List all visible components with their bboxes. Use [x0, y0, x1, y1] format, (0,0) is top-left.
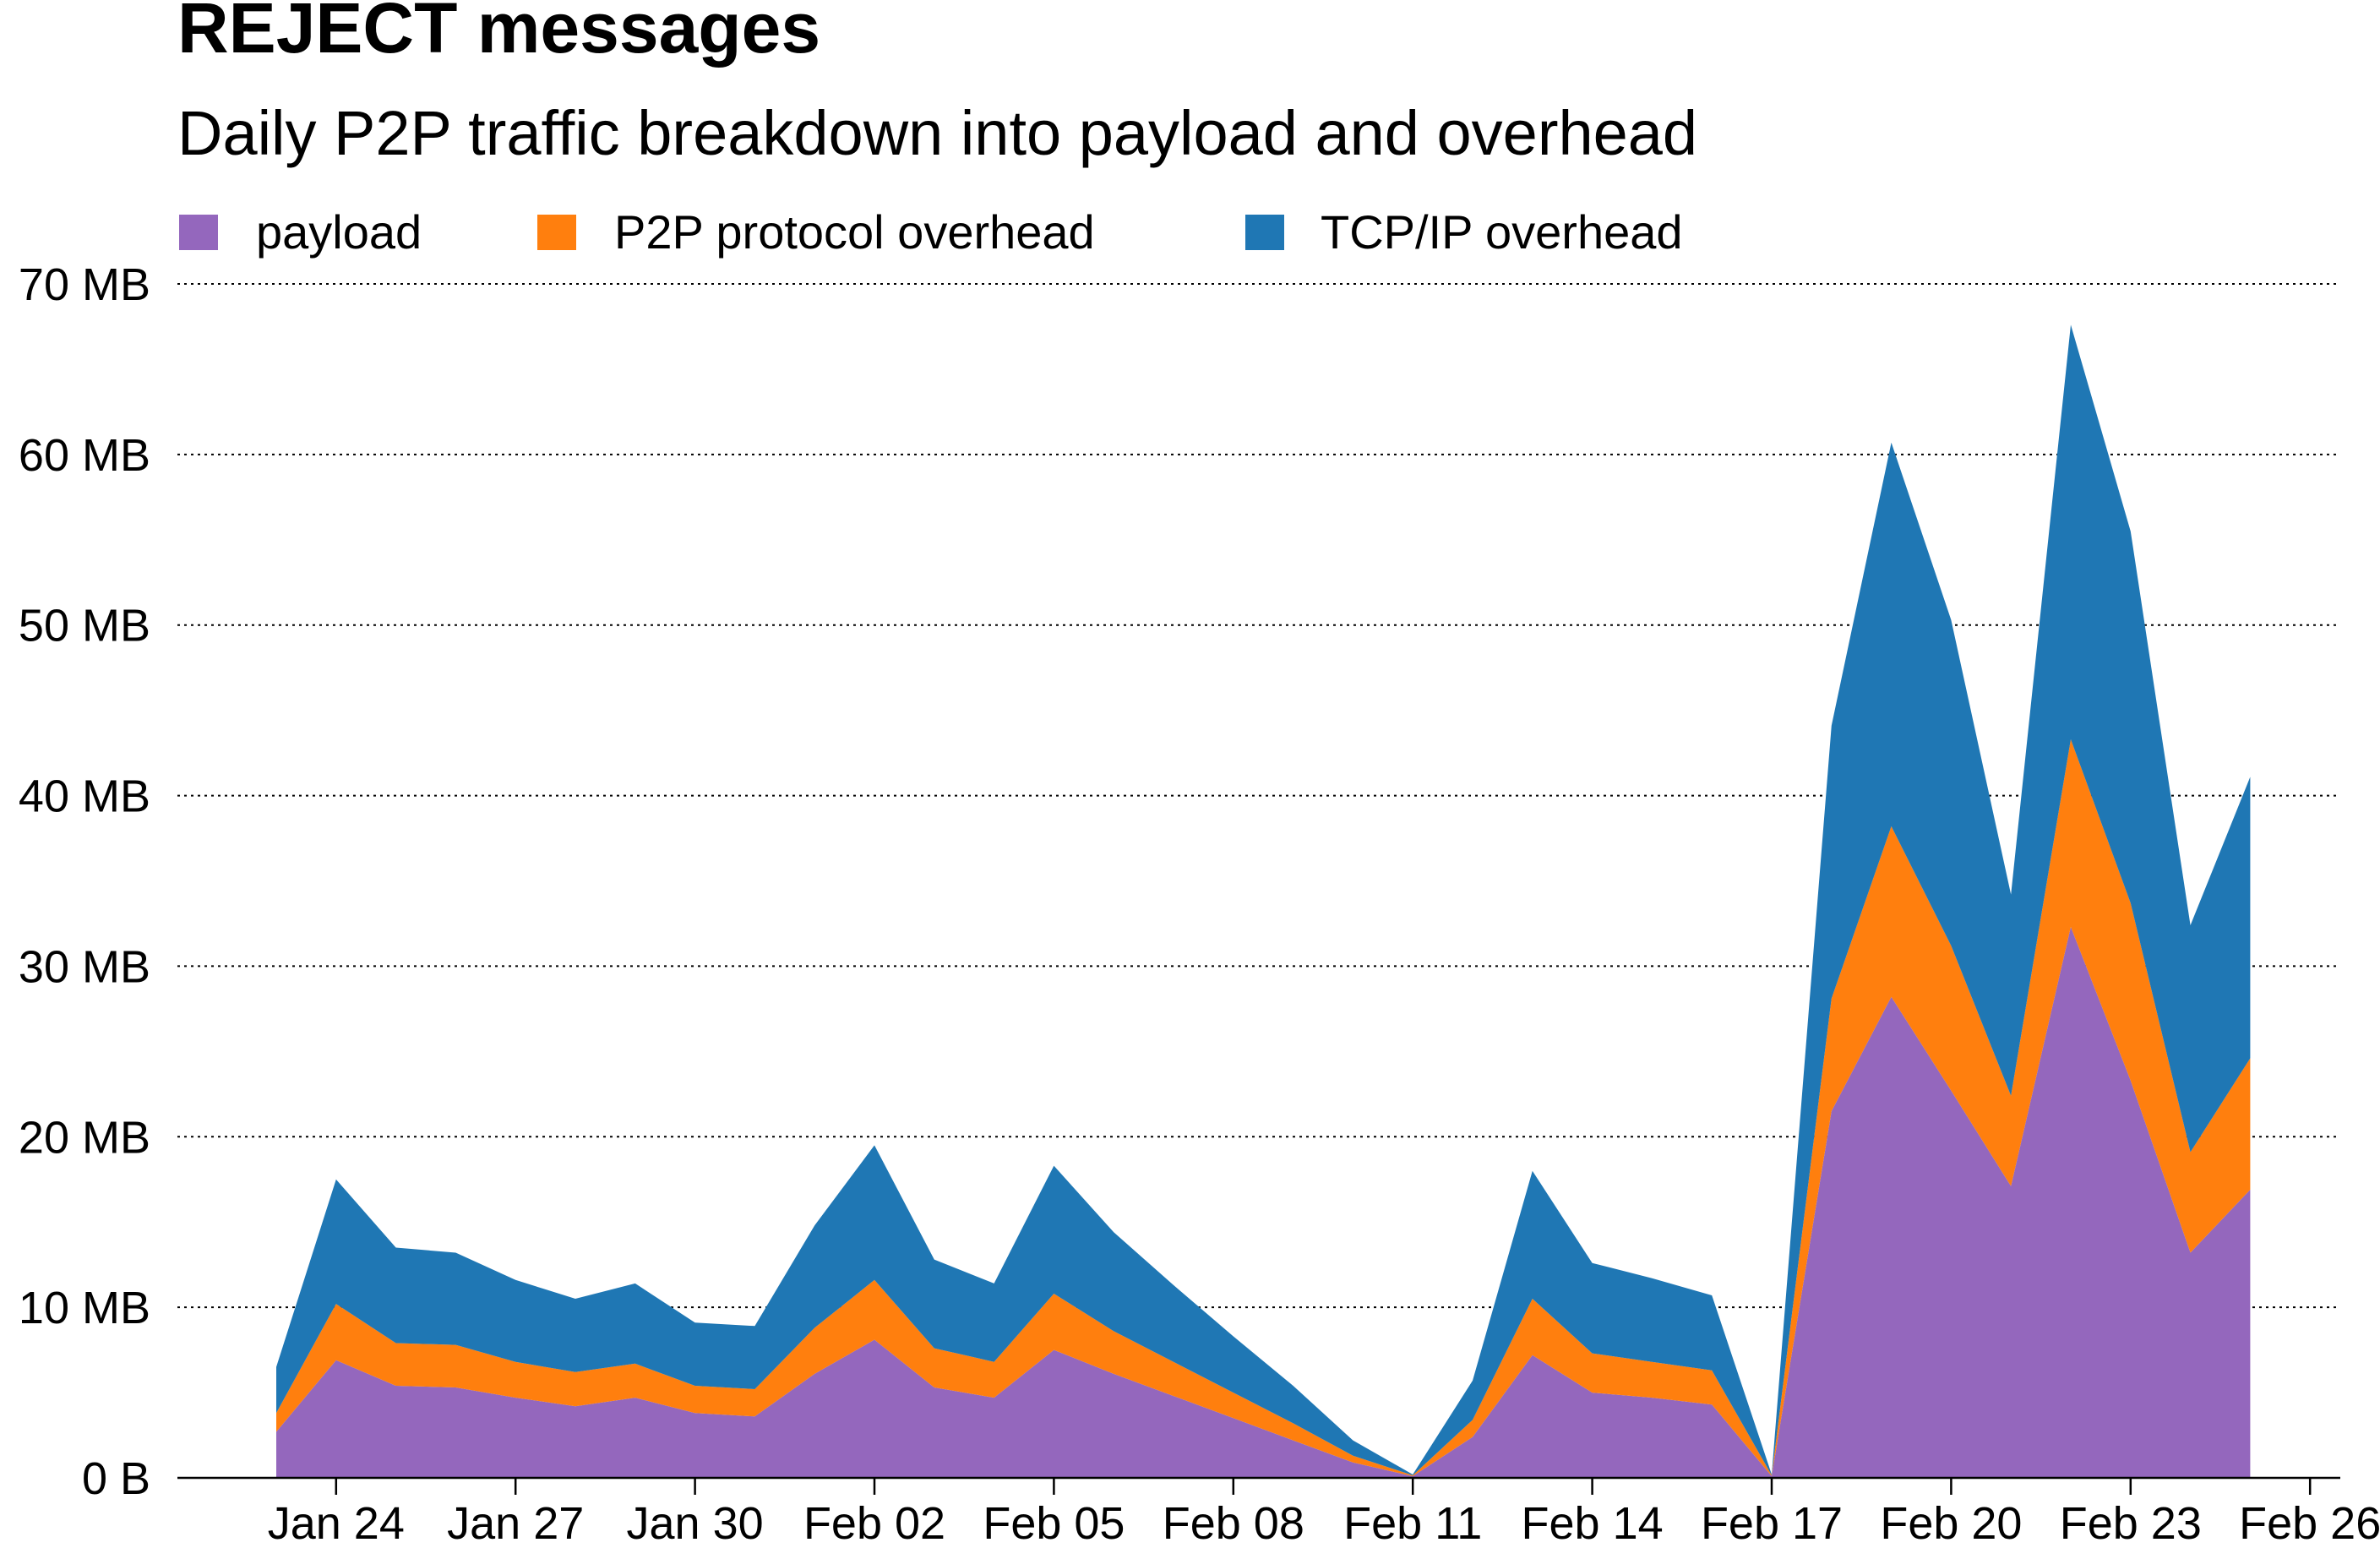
x-tick-label: Feb 26	[2239, 1498, 2380, 1548]
area-payload	[276, 927, 2251, 1478]
area-tcpip-overhead	[276, 324, 2251, 1475]
plot-areas	[276, 324, 2251, 1478]
gridlines	[177, 283, 2340, 1309]
x-tick-label: Feb 14	[1522, 1498, 1664, 1548]
legend-item-tcpip-overhead: TCP/IP overhead	[1245, 205, 1683, 259]
y-tick-label: 10 MB	[19, 1283, 150, 1333]
y-tick-label: 0 B	[82, 1453, 150, 1504]
legend-swatch-tcpip-overhead	[1245, 215, 1284, 250]
y-tick-label: 20 MB	[19, 1112, 150, 1163]
x-tick-label: Jan 27	[447, 1498, 584, 1548]
y-tick-label: 40 MB	[19, 771, 150, 822]
y-tick-label: 30 MB	[19, 941, 150, 992]
x-tick-label: Feb 17	[1701, 1498, 1843, 1548]
x-tick-label: Jan 24	[268, 1498, 405, 1548]
y-tick-label: 50 MB	[19, 601, 150, 651]
x-axis-ticks: Jan 24 Jan 27 Jan 30 Feb 02 Feb 05 Feb 08 Feb …	[268, 1478, 2380, 1548]
legend-swatch-p2p-overhead	[537, 215, 576, 250]
y-tick-label: 60 MB	[19, 430, 150, 481]
x-tick-label: Feb 20	[1880, 1498, 2022, 1548]
legend-label-tcpip-overhead: TCP/IP overhead	[1321, 205, 1683, 259]
legend-label-p2p-overhead: P2P protocol overhead	[614, 205, 1095, 259]
x-tick-label: Feb 05	[983, 1498, 1125, 1548]
legend-label-payload: payload	[256, 205, 422, 259]
y-axis-tick-labels: 0 B 10 MB 20 MB 30 MB 40 MB 50 MB 60 MB 70 MB	[19, 259, 150, 1504]
legend-item-payload: payload	[179, 205, 422, 259]
legend-swatch-payload	[179, 215, 218, 250]
y-tick-label: 70 MB	[19, 259, 150, 310]
x-tick-label: Jan 30	[627, 1498, 764, 1548]
legend: payload P2P protocol overhead TCP/IP ove…	[179, 205, 1683, 259]
chart-title: REJECT messages	[177, 0, 820, 68]
x-tick-label: Feb 08	[1163, 1498, 1304, 1548]
chart-subtitle: Daily P2P traffic breakdown into payload…	[177, 98, 1697, 168]
legend-item-p2p-overhead: P2P protocol overhead	[537, 205, 1095, 259]
x-tick-label: Feb 23	[2060, 1498, 2202, 1548]
x-tick-label: Feb 11	[1343, 1498, 1482, 1548]
x-tick-label: Feb 02	[803, 1498, 945, 1548]
